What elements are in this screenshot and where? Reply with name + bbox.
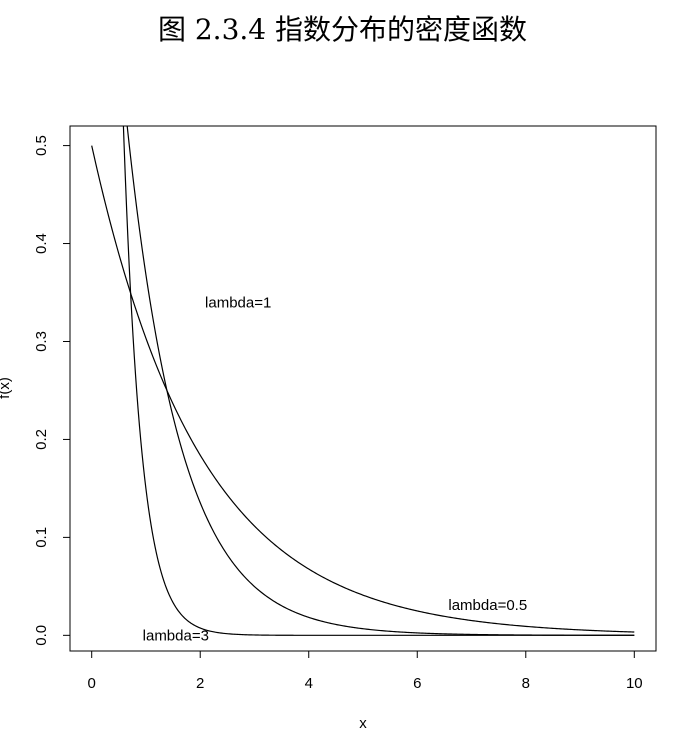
y-tick-label: 0.0: [33, 625, 50, 646]
x-tick-label: 0: [88, 675, 96, 692]
plot-frame: [69, 125, 657, 652]
series-line-lambda-1: [126, 126, 635, 636]
y-tick-label: 0.4: [33, 233, 50, 254]
x-tick-label: 8: [522, 675, 530, 692]
x-tick-label: 10: [626, 675, 643, 692]
figure-title: 图 2.3.4 指数分布的密度函数: [157, 13, 528, 46]
y-axis-label: f(x): [0, 377, 13, 399]
series-line-lambda-0-5: [91, 145, 635, 633]
x-tick-label: 4: [305, 675, 313, 692]
y-tick-label: 0.5: [33, 135, 50, 156]
curve-label-lambda-1: lambda=1: [205, 294, 271, 311]
y-tick-label: 0.1: [33, 527, 50, 548]
x-axis: 0 2 4 6 8 10: [88, 650, 643, 692]
series-line-lambda-3: [122, 126, 635, 636]
y-axis: 0.0 0.1 0.2 0.3 0.4 0.5: [33, 135, 71, 646]
density-curves: [91, 126, 635, 636]
x-tick-label: 6: [413, 675, 421, 692]
x-axis-label: x: [359, 715, 367, 732]
y-tick-label: 0.2: [33, 429, 50, 450]
x-tick-label: 2: [196, 675, 204, 692]
curve-label-lambda-3: lambda=3: [143, 627, 209, 644]
curve-label-lambda-0-5: lambda=0.5: [448, 597, 527, 614]
y-tick-label: 0.3: [33, 331, 50, 352]
curve-labels: lambda=1 lambda=0.5 lambda=3: [143, 294, 528, 644]
